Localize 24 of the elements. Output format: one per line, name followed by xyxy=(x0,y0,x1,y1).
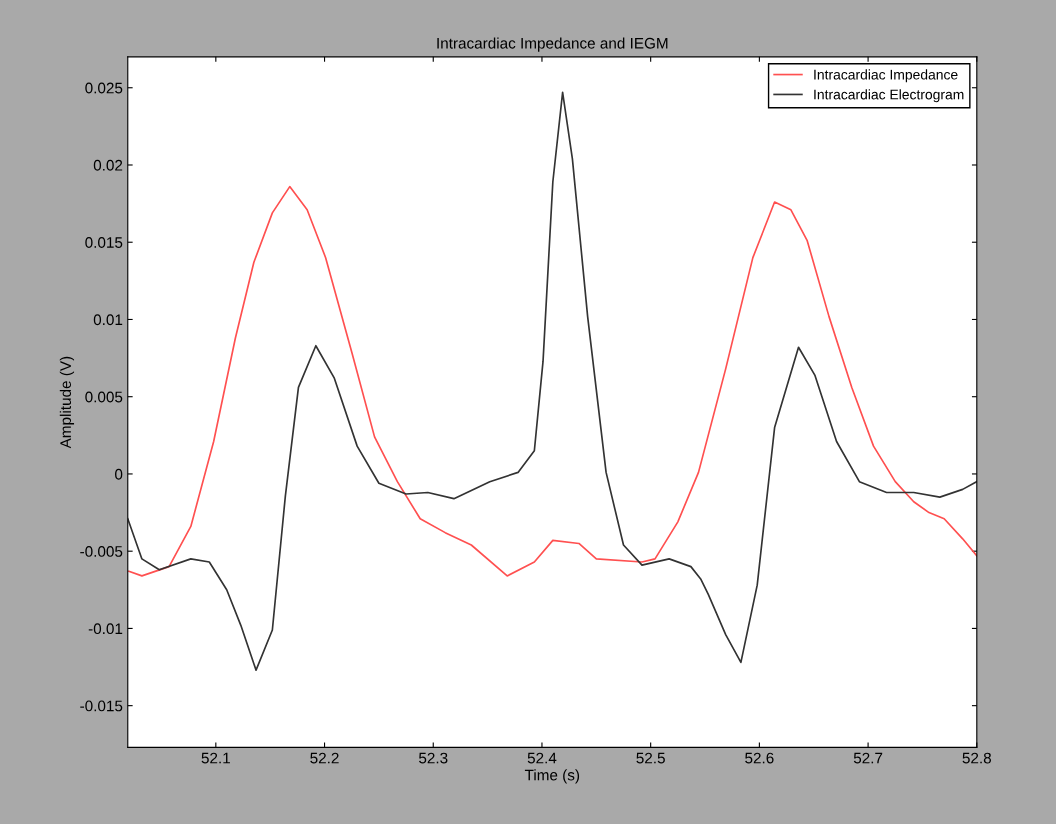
y-tick-label: 0.005 xyxy=(85,391,123,403)
y-axis-title: Amplitude (V) xyxy=(59,356,75,449)
line-series xyxy=(128,185,977,577)
x-tick-label: 52.5 xyxy=(636,752,665,764)
x-tick-label: 52.6 xyxy=(745,752,774,764)
x-tick-label: 52.7 xyxy=(853,752,883,764)
y-tick-label: 0.02 xyxy=(93,159,123,171)
x-tick-label: 52.1 xyxy=(201,752,230,764)
x-tick-label: 52.4 xyxy=(527,752,557,764)
x-tick-label: 52.2 xyxy=(310,752,339,764)
x-tick-label: 52.8 xyxy=(962,752,991,764)
y-tick-label: 0.015 xyxy=(85,237,123,248)
legend-label: Intracardiac Electrogram xyxy=(814,89,964,103)
y-tick-label: -0.015 xyxy=(80,700,123,712)
y-tick-label: -0.005 xyxy=(80,546,123,557)
line-series xyxy=(127,91,977,671)
x-axis-title: Time (s) xyxy=(524,769,580,784)
y-tick-label: -0.01 xyxy=(88,623,123,635)
legend-label: Intracardiac Impedance xyxy=(814,69,958,83)
chart-title: Intracardiac Impedance and IEGM xyxy=(437,37,668,52)
y-tick-label: 0 xyxy=(115,468,123,480)
y-tick-label: 0.01 xyxy=(93,314,123,326)
x-tick-label: 52.3 xyxy=(419,752,448,764)
y-tick-label: 0.025 xyxy=(85,82,123,94)
